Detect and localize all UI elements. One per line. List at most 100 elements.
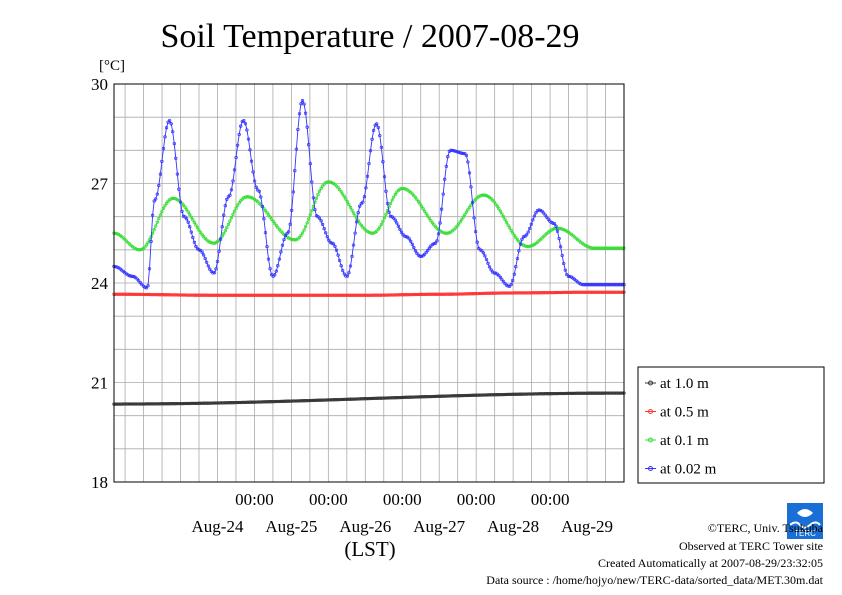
data-point [198, 401, 203, 405]
data-point [456, 292, 461, 296]
data-point [249, 400, 254, 404]
data-point [543, 213, 547, 217]
data-point [426, 248, 430, 253]
data-point [248, 148, 252, 152]
data-point [133, 292, 138, 297]
data-point [619, 283, 623, 287]
data-point [470, 292, 475, 296]
data-point [586, 245, 591, 249]
data-point [367, 161, 371, 166]
data-point [562, 391, 566, 396]
data-point [169, 402, 173, 406]
data-point [449, 148, 453, 152]
data-point [286, 293, 291, 297]
data-point [351, 293, 356, 297]
data-point [362, 397, 367, 401]
data-point [341, 397, 345, 402]
data-point [429, 394, 433, 399]
data-point [483, 193, 487, 197]
data-point [212, 293, 217, 297]
data-point [222, 213, 226, 217]
data-point [124, 402, 129, 406]
data-point [331, 398, 336, 402]
data-point [388, 293, 393, 297]
data-point [552, 221, 557, 226]
data-point [534, 291, 538, 295]
data-point [212, 401, 217, 405]
data-point [129, 292, 133, 296]
data-point [551, 227, 555, 231]
data-point [135, 247, 139, 252]
data-point [290, 399, 294, 403]
data-point [356, 293, 360, 297]
data-point [339, 264, 343, 268]
data-point [307, 398, 311, 403]
data-point [458, 292, 462, 296]
data-point [515, 392, 520, 396]
data-point [242, 400, 246, 405]
data-point [252, 293, 257, 297]
data-point [259, 400, 263, 404]
data-point [300, 98, 305, 103]
data-point [464, 210, 469, 214]
data-point [599, 290, 603, 294]
data-point [169, 293, 173, 297]
data-point [594, 290, 598, 294]
data-point [452, 149, 456, 153]
data-point [237, 132, 241, 137]
data-point [443, 292, 447, 296]
data-point [126, 402, 130, 406]
data-point [588, 391, 592, 395]
data-point [381, 160, 385, 164]
data-point [183, 205, 187, 209]
data-point [381, 219, 385, 223]
data-point [305, 125, 309, 129]
data-point [503, 217, 507, 222]
data-point [469, 203, 473, 207]
data-point [483, 393, 487, 397]
data-point [613, 246, 617, 250]
data-point [194, 293, 198, 297]
data-point [583, 290, 588, 294]
data-point [242, 119, 246, 123]
data-point [195, 293, 200, 297]
data-point [137, 292, 141, 297]
series-at-0-1-m [112, 180, 626, 252]
data-point [317, 398, 322, 402]
data-point [531, 392, 535, 396]
data-point [424, 395, 428, 399]
data-point [331, 293, 336, 297]
data-point [191, 235, 195, 240]
data-point [387, 293, 391, 297]
data-point [300, 399, 305, 403]
data-point [286, 236, 291, 240]
data-point [458, 151, 462, 155]
data-point [617, 391, 622, 395]
data-point [475, 393, 479, 397]
data-point [466, 207, 470, 212]
data-point [517, 249, 521, 253]
data-point [450, 292, 455, 296]
data-point [283, 233, 288, 238]
data-point [531, 218, 535, 222]
data-point [585, 290, 589, 294]
data-point [433, 394, 438, 399]
data-point [144, 286, 149, 290]
data-point [361, 200, 365, 204]
data-point [532, 291, 537, 295]
data-point [266, 213, 271, 217]
data-point [596, 283, 600, 287]
legend-entry: at 0.02 m [645, 462, 717, 478]
data-point [535, 291, 540, 295]
data-point [296, 293, 300, 297]
data-point [336, 253, 340, 257]
data-point [330, 293, 334, 297]
data-point [404, 395, 408, 399]
x-tick-date-label: Aug-29 [561, 517, 613, 536]
data-point [144, 402, 149, 406]
data-point [385, 396, 390, 400]
data-point [426, 292, 430, 296]
data-point [341, 293, 345, 297]
data-point [461, 215, 465, 219]
